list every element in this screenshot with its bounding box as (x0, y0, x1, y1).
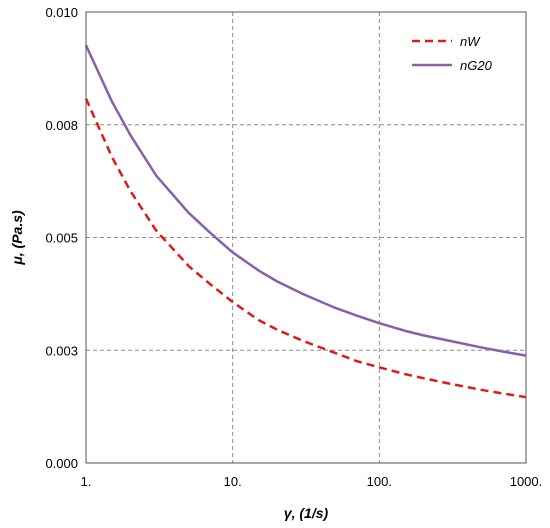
series-line-nW (84, 98, 527, 399)
y-tick-label-1: 0.003 (45, 343, 78, 358)
tick-layer: 1. 10. 100. 1000. 0.000 0.003 0.005 0.008 0.010 (45, 5, 542, 489)
x-tick-label-2: 100. (367, 474, 392, 489)
x-tick-label-3: 1000. (510, 474, 543, 489)
y-tick-label-4: 0.010 (45, 5, 78, 20)
y-tick-label-0: 0.000 (45, 456, 78, 471)
series-line-nG20 (84, 44, 527, 357)
y-tick-label-3: 0.008 (45, 118, 78, 133)
legend: nW nG20 (412, 34, 493, 73)
x-tick-label-1: 10. (224, 474, 242, 489)
series-layer (84, 44, 527, 399)
y-axis-title: μ, (Pa.s) (9, 210, 25, 266)
plot-frame (85, 11, 527, 464)
x-axis-title: γ, (1/s) (284, 505, 329, 521)
legend-label-nG20: nG20 (460, 58, 493, 73)
y-tick-label-2: 0.005 (45, 231, 78, 246)
legend-label-nW: nW (460, 34, 481, 49)
x-tick-label-0: 1. (81, 474, 92, 489)
